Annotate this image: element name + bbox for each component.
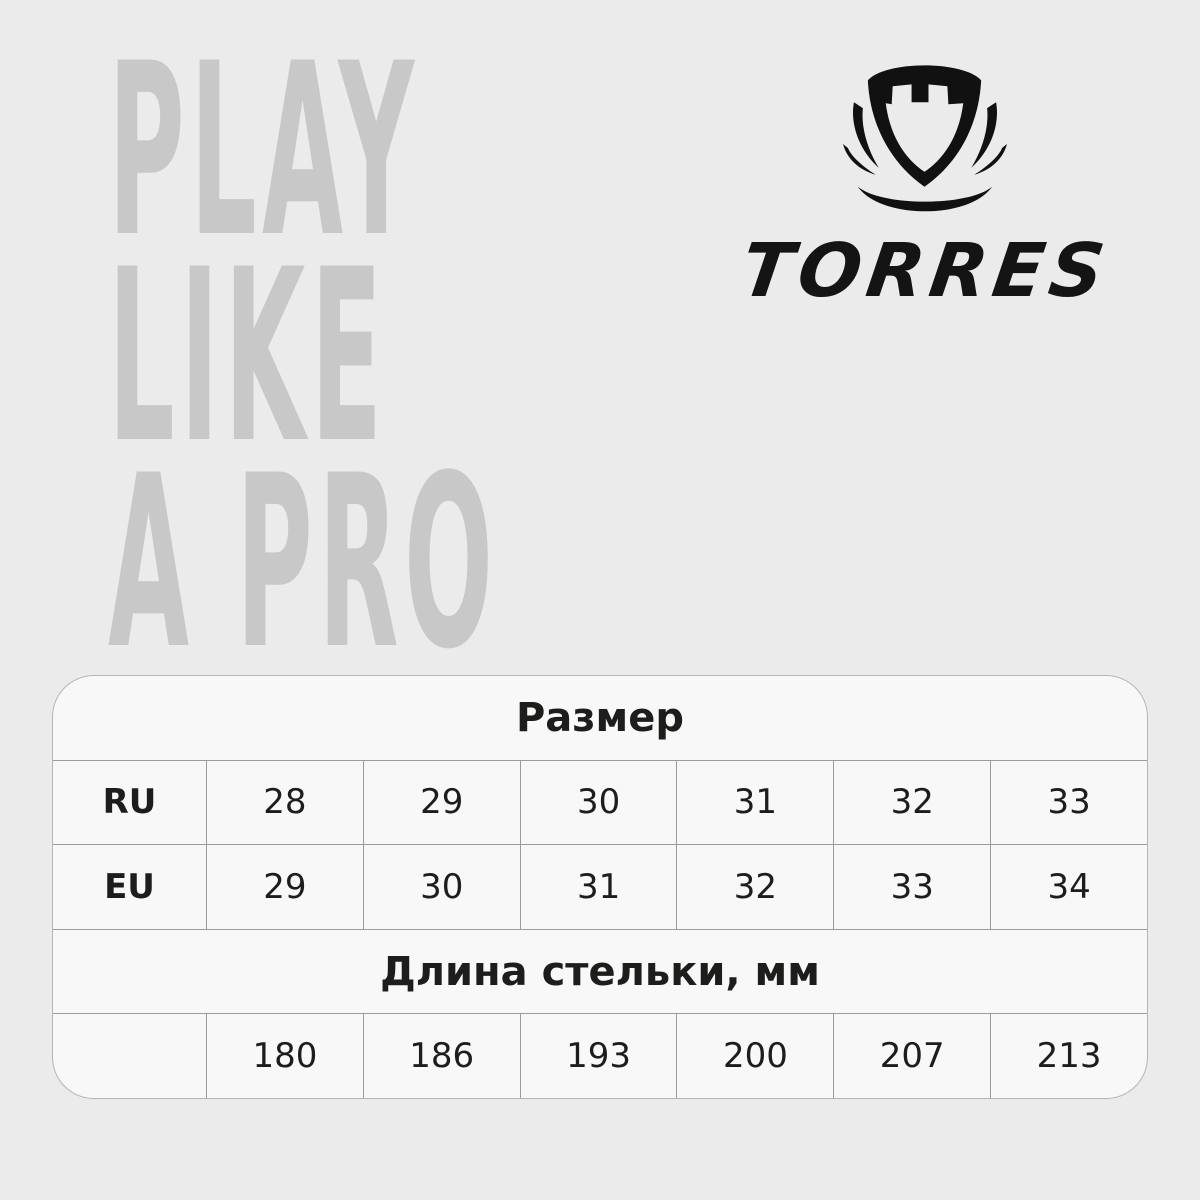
- insole-length-cell: 200: [676, 1014, 833, 1098]
- insole-length-cell: 186: [362, 1014, 520, 1098]
- table-row-eu: EU 29 30 31 32 33 34: [53, 844, 1147, 929]
- eu-size-cell: 31: [519, 845, 677, 929]
- ru-size-cell: 33: [990, 760, 1147, 845]
- ru-size-cell: 30: [519, 760, 677, 845]
- eu-size-cell: 33: [833, 845, 990, 929]
- eu-size-cell: 30: [362, 845, 520, 929]
- size-table: Размер RU 28 29 30 31 32 33 EU 29 30 31 …: [52, 675, 1148, 1099]
- watermark-line: PLAY: [108, 13, 420, 290]
- watermark-line: LIKE: [108, 219, 388, 496]
- row-label-empty: [53, 1014, 206, 1098]
- row-label-ru: RU: [102, 782, 157, 823]
- ru-size-cell: 32: [833, 760, 990, 845]
- insole-length-cell: 207: [833, 1014, 990, 1098]
- size-header-label: Размер: [515, 694, 684, 741]
- ru-size-cell: 28: [206, 760, 363, 845]
- insole-header-row: Длина стельки, мм: [53, 928, 1147, 1014]
- watermark-slogan: PLAY LIKE A PRO: [108, 13, 499, 702]
- size-table-header-row: Размер: [53, 676, 1147, 760]
- insole-length-cell: 180: [206, 1014, 363, 1098]
- insole-length-cell: 213: [990, 1014, 1147, 1098]
- eu-size-cell: 34: [990, 845, 1147, 929]
- watermark-line: A PRO: [108, 425, 499, 702]
- table-row-ru: RU 28 29 30 31 32 33: [53, 759, 1147, 845]
- insole-header-label: Длина стельки, мм: [380, 948, 820, 995]
- brand-wordmark: TORRES: [735, 228, 1116, 314]
- torres-shield-icon: [842, 65, 1008, 212]
- row-label-eu: EU: [104, 866, 155, 907]
- eu-size-cell: 32: [676, 845, 833, 929]
- table-row-insole: 180 186 193 200 207 213: [53, 1013, 1147, 1098]
- ru-size-cell: 31: [676, 760, 833, 845]
- ru-size-cell: 29: [362, 760, 520, 845]
- eu-size-cell: 29: [206, 845, 363, 929]
- insole-length-cell: 193: [519, 1014, 677, 1098]
